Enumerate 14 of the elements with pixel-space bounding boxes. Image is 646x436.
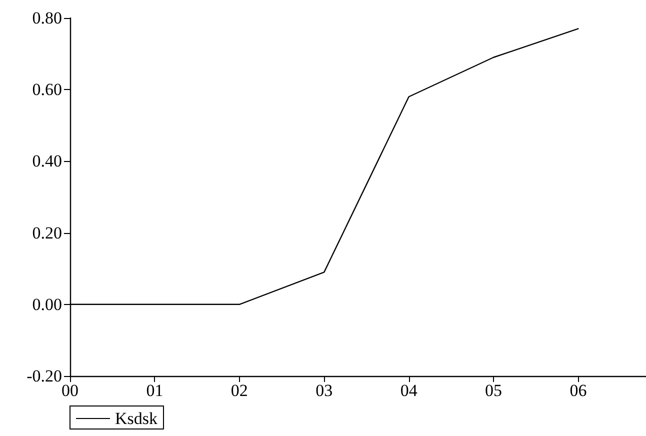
- x-tick-label: 05: [485, 381, 502, 400]
- x-tick-label: 00: [62, 381, 78, 400]
- y-tick-label: -0.20: [26, 366, 62, 386]
- y-tick-label: 0.80: [32, 8, 62, 28]
- x-tick-label: 01: [146, 381, 164, 400]
- x-tick-label: 02: [230, 381, 248, 400]
- y-tick-label: 0.60: [32, 80, 62, 100]
- legend-label: Ksdsk: [115, 409, 158, 428]
- y-tick-label: 0.00: [32, 294, 62, 314]
- x-tick-label: 03: [316, 381, 333, 400]
- x-tick-label: 04: [400, 381, 418, 400]
- x-tick-label: 06: [570, 381, 587, 400]
- y-tick-label: 0.20: [32, 223, 62, 242]
- y-tick-label: 0.40: [32, 152, 62, 171]
